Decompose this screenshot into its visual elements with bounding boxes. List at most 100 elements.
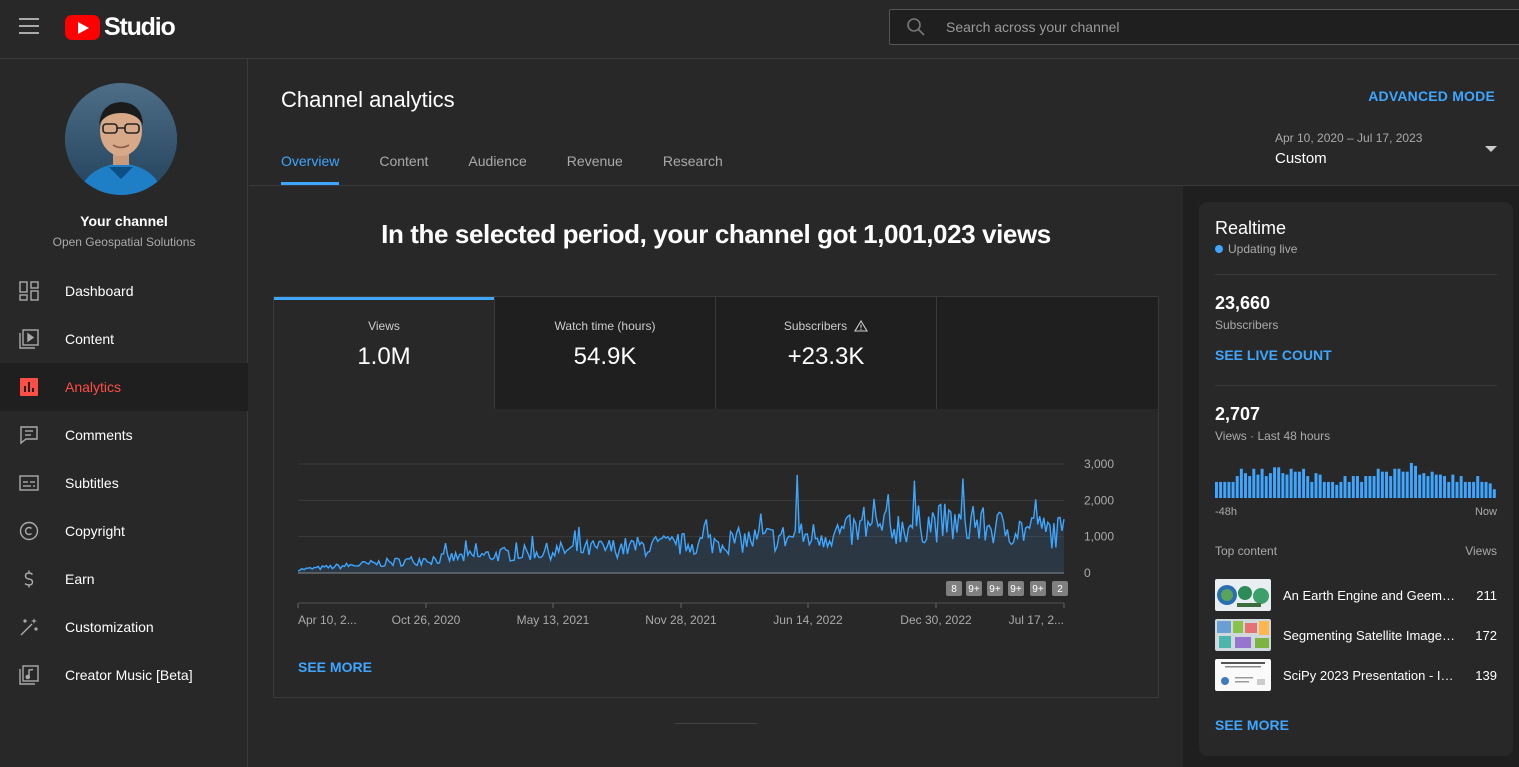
realtime-bar (1422, 473, 1426, 498)
realtime-bar (1405, 471, 1409, 498)
tab-overview[interactable]: Overview (281, 153, 340, 185)
realtime-title: Realtime (1215, 218, 1287, 238)
sidebar-item-label: Subtitles (65, 475, 119, 491)
sidebar-item-subtitles[interactable]: Subtitles (0, 459, 248, 507)
annotation-badge (1052, 581, 1068, 596)
youtube-play-icon (65, 14, 100, 40)
annotation-badge (946, 581, 962, 596)
video-title: An Earth Engine and Geemap Workshop (1283, 587, 1455, 603)
advanced-mode-button[interactable]: ADVANCED MODE (1368, 88, 1495, 104)
metric-watch-time[interactable]: Watch time (hours) 54.9K (495, 297, 716, 409)
warning-icon[interactable] (854, 320, 869, 332)
y-tick-label: 3,000 (1084, 457, 1114, 471)
dropdown-arrow-icon (1485, 146, 1497, 152)
realtime-bar (1397, 468, 1401, 498)
realtime-axis-start: -48h (1215, 506, 1238, 518)
top-content-item[interactable]: An Earth Engine and Geemap Workshop 211 (1215, 579, 1497, 611)
sidebar-item-dashboard[interactable]: Dashboard (0, 267, 248, 315)
realtime-bar (1414, 465, 1418, 498)
channel-label: Your channel (80, 213, 168, 229)
realtime-bar (1293, 471, 1297, 498)
metric-label: Views (368, 319, 400, 333)
realtime-bar (1260, 468, 1264, 498)
tab-content[interactable]: Content (379, 153, 429, 169)
search-input[interactable] (946, 10, 1506, 44)
sidebar-item-earn[interactable]: Earn (0, 555, 248, 603)
sidebar-item-comments[interactable]: Comments (0, 411, 248, 459)
see-more-button[interactable]: SEE MORE (298, 659, 372, 675)
sidebar-item-copyright[interactable]: Copyright (0, 507, 248, 555)
y-tick-label: 1,000 (1084, 530, 1114, 544)
metric-empty-slot (937, 297, 1158, 409)
realtime-bar (1268, 473, 1272, 498)
sidebar-item-label: Creator Music [Beta] (65, 667, 193, 683)
sidebar-item-label: Customization (65, 619, 154, 635)
realtime-card: Realtime Updating live 23,660 Subscriber… (1199, 202, 1513, 756)
sidebar-item-label: Earn (65, 571, 95, 587)
views-line (297, 474, 1065, 572)
realtime-views-label: Views · Last 48 hours (1215, 429, 1331, 443)
sidebar-item-analytics[interactable]: Analytics (0, 363, 248, 411)
annotation-badge (966, 581, 982, 596)
sidebar-item-content[interactable]: Content (0, 315, 248, 363)
annotation-badge-label: 9+ (968, 584, 980, 595)
menu-icon[interactable] (19, 18, 39, 34)
avatar[interactable] (65, 83, 177, 195)
video-views: 139 (1475, 667, 1497, 683)
top-content-label: Top content (1215, 544, 1278, 558)
metric-subscribers[interactable]: Subscribers +23.3K (716, 297, 937, 409)
realtime-bar-chart (1215, 462, 1496, 498)
analytics-icon (19, 377, 39, 397)
top-content-views-label: Views (1465, 544, 1497, 558)
realtime-bar (1310, 481, 1314, 498)
views-chart-svg: 3,000 2,000 1,000 0 8 9+ 9+ 9+ 9+ 2 Apr 10, 2... Oc… (297, 457, 1114, 627)
realtime-bar (1480, 481, 1484, 498)
studio-logo[interactable]: Studio (65, 13, 176, 41)
realtime-bar (1277, 467, 1281, 498)
realtime-bar (1347, 481, 1351, 498)
realtime-bar (1256, 474, 1260, 498)
tabs-divider (249, 185, 1519, 186)
realtime-bar (1372, 476, 1376, 498)
realtime-bar (1380, 471, 1384, 498)
tab-research[interactable]: Research (662, 153, 723, 169)
analytics-tabs: Overview Content Audience Revenue Resear… (281, 153, 763, 185)
top-content-item[interactable]: Segmenting Satellite Imagery with SAM 17… (1215, 619, 1497, 651)
creator-music-icon (19, 665, 39, 685)
views-chart: 3,000 2,000 1,000 0 8 9+ 9+ 9+ 9+ 2 Apr 10, 2... Oc… (274, 409, 1160, 699)
video-thumbnail (1215, 579, 1271, 611)
metric-tabs: Views 1.0M Watch time (hours) 54.9K Subs… (274, 297, 1158, 409)
realtime-bar (1418, 474, 1422, 498)
annotation-badge (987, 581, 1003, 596)
realtime-bar (1463, 481, 1467, 498)
live-dot-icon (1215, 245, 1223, 253)
top-content-item[interactable]: SciPy 2023 Presentation - Interactive Ge… (1215, 659, 1497, 691)
tab-audience[interactable]: Audience (468, 153, 527, 169)
realtime-bar (1451, 474, 1455, 498)
realtime-bar (1484, 481, 1488, 498)
earn-icon (19, 569, 39, 589)
realtime-see-more-button[interactable]: SEE MORE (1215, 717, 1289, 733)
copyright-icon (19, 521, 39, 541)
video-views: 172 (1475, 627, 1497, 643)
realtime-bar (1385, 471, 1388, 498)
sidebar-item-creator-music[interactable]: Creator Music [Beta] (0, 651, 248, 699)
realtime-bar (1306, 476, 1310, 498)
realtime-status: Updating live (1215, 242, 1297, 256)
see-live-count-button[interactable]: SEE LIVE COUNT (1215, 347, 1332, 363)
metric-views[interactable]: Views 1.0M (274, 297, 495, 409)
realtime-bar (1215, 481, 1218, 498)
views-area (298, 474, 1064, 573)
x-tick-label: Jun 14, 2022 (773, 613, 843, 627)
sidebar-item-customization[interactable]: Customization (0, 603, 248, 651)
realtime-status-text: Updating live (1228, 242, 1298, 256)
search-box[interactable] (889, 9, 1519, 45)
realtime-bar (1364, 476, 1368, 498)
realtime-bar (1331, 481, 1335, 498)
realtime-bar (1252, 468, 1256, 498)
overview-card: Views 1.0M Watch time (hours) 54.9K Subs… (273, 296, 1159, 698)
top-content-header: Top content Views (1215, 544, 1497, 558)
realtime-bar (1455, 481, 1459, 498)
date-range-selector[interactable]: Apr 10, 2020 – Jul 17, 2023 Custom (1275, 131, 1497, 167)
tab-revenue[interactable]: Revenue (566, 153, 623, 169)
